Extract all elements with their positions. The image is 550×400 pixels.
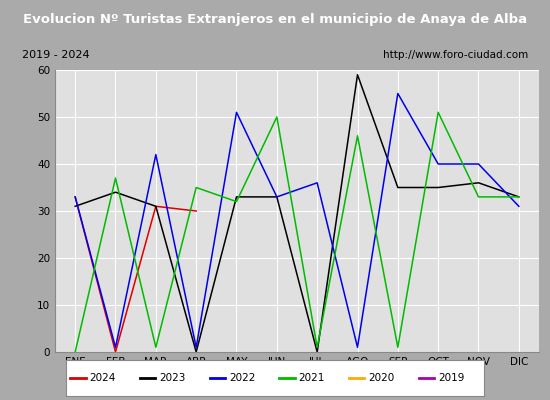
- Text: 2020: 2020: [368, 373, 394, 383]
- Text: 2023: 2023: [160, 373, 186, 383]
- Text: 2019: 2019: [438, 373, 464, 383]
- Text: Evolucion Nº Turistas Extranjeros en el municipio de Anaya de Alba: Evolucion Nº Turistas Extranjeros en el …: [23, 14, 527, 26]
- Text: 2024: 2024: [90, 373, 116, 383]
- Text: 2022: 2022: [229, 373, 255, 383]
- Text: 2019 - 2024: 2019 - 2024: [21, 50, 89, 60]
- Text: 2021: 2021: [299, 373, 325, 383]
- Text: http://www.foro-ciudad.com: http://www.foro-ciudad.com: [383, 50, 529, 60]
